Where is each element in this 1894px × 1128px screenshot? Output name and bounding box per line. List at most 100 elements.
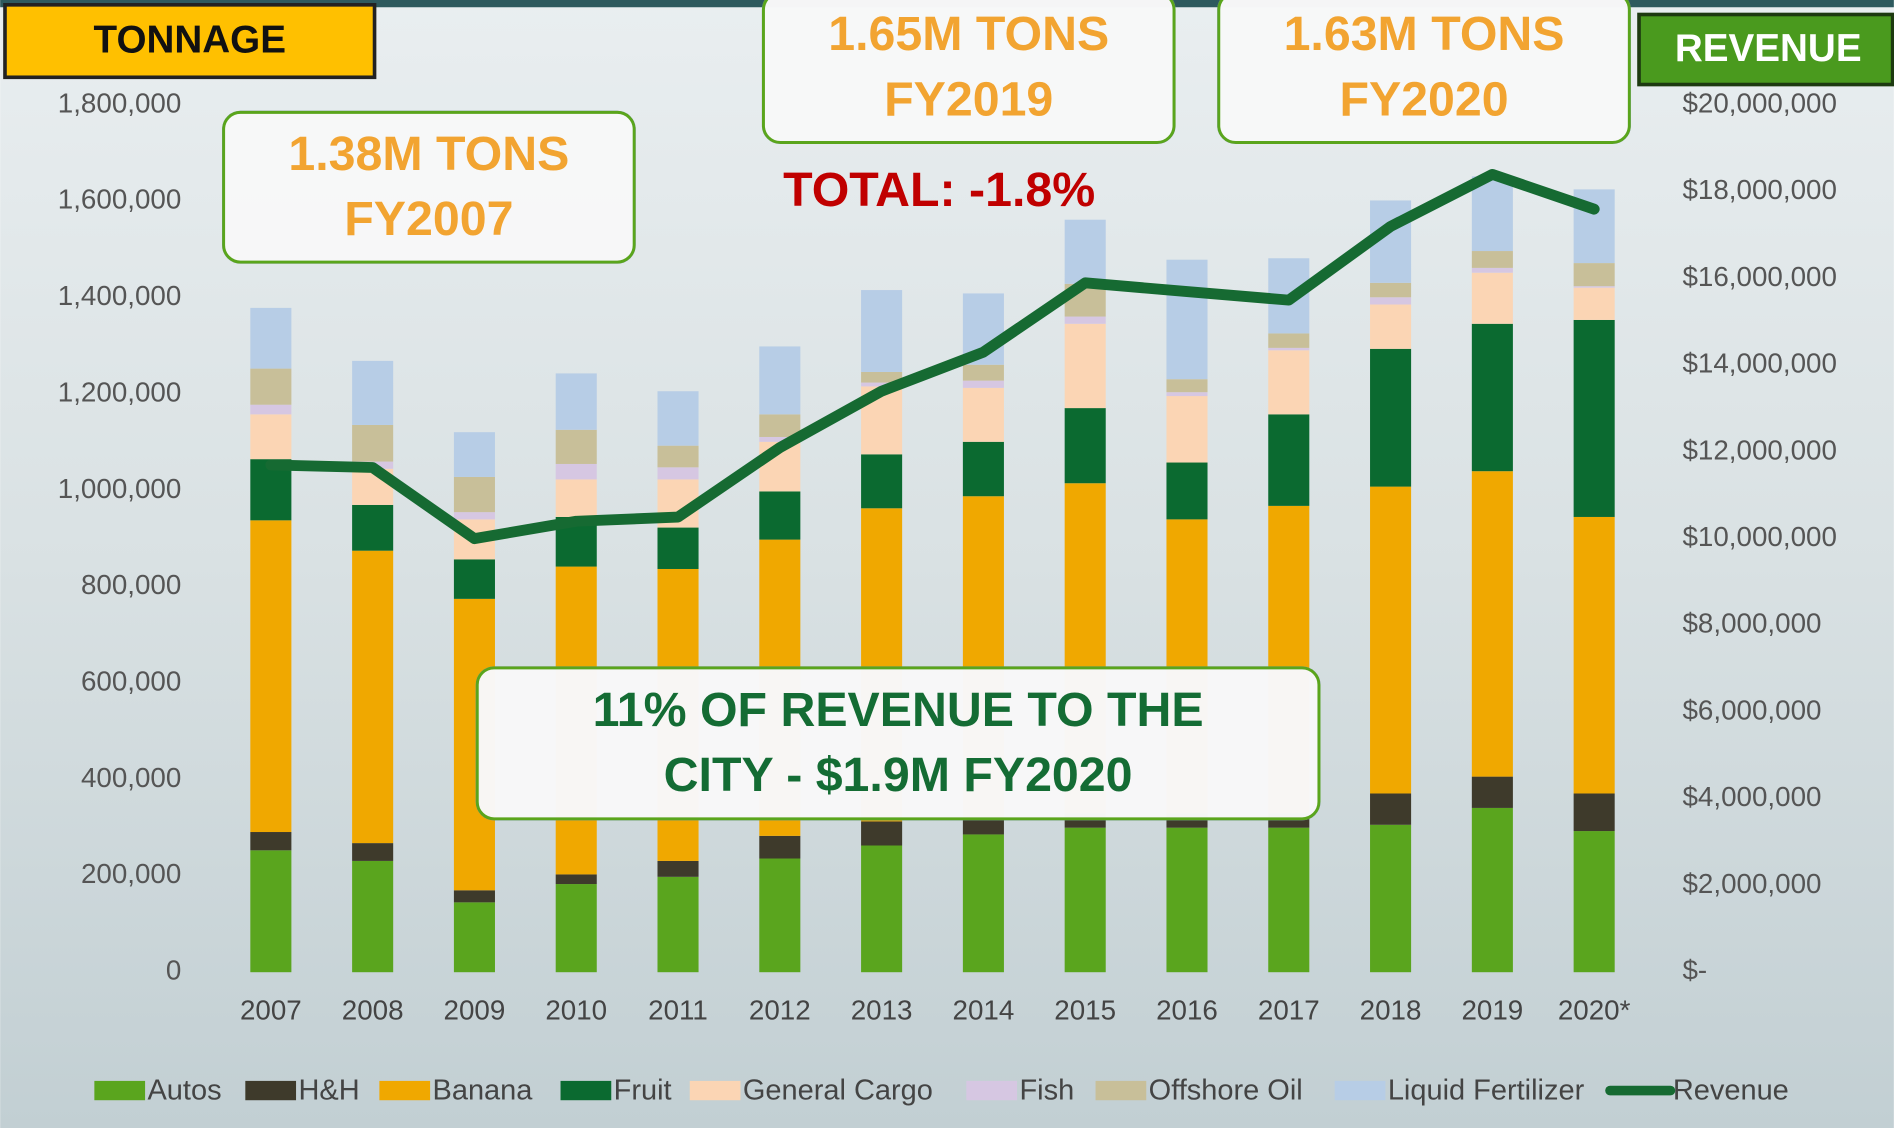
- bar-segment: [555, 874, 597, 885]
- bar-segment: [1064, 827, 1106, 973]
- legend-label: Offshore Oil: [1149, 1074, 1303, 1106]
- bar-segment: [1573, 831, 1615, 973]
- bar-segment: [962, 364, 1004, 381]
- bar-segment: [1471, 807, 1513, 973]
- bar-segment: [657, 467, 699, 480]
- bar-segment: [1471, 471, 1513, 777]
- y-axis-label: TONNAGE: [94, 18, 286, 61]
- bar-segment: [250, 832, 292, 851]
- bar-segment: [250, 404, 292, 415]
- bar-segment: [1370, 824, 1412, 973]
- legend-swatch: [689, 1080, 741, 1101]
- bar-segment: [1370, 486, 1412, 794]
- y2-tick-label: $4,000,000: [1682, 781, 1821, 812]
- revenue-line: [265, 168, 1600, 545]
- bar-segment: [352, 504, 394, 551]
- y-tick-label: 0: [166, 955, 181, 986]
- y-tick-label: 1,400,000: [58, 280, 182, 311]
- bar-segment: [1573, 516, 1615, 794]
- bar-segment: [453, 559, 495, 599]
- bar-segment: [1370, 793, 1412, 825]
- y2-tick-label: $8,000,000: [1682, 608, 1821, 639]
- bar-segment: [250, 520, 292, 833]
- y-label-box: [3, 3, 377, 80]
- bar-segment: [1471, 323, 1513, 472]
- y-tick-label: 1,600,000: [58, 184, 182, 215]
- bar-segment: [1471, 272, 1513, 324]
- y-tick-label: 1,800,000: [58, 87, 182, 118]
- y-tick-label: 1,000,000: [58, 473, 182, 504]
- bar-segment: [1573, 793, 1615, 832]
- y2-tick-label: $12,000,000: [1682, 434, 1836, 465]
- y2-tick-label: $10,000,000: [1682, 521, 1836, 552]
- callout-text: FY2020: [1339, 72, 1508, 126]
- bar-segment: [1573, 319, 1615, 517]
- x-tick-label: 2007: [240, 994, 302, 1025]
- x-tick-label: 2013: [851, 994, 913, 1025]
- bar-segment: [1471, 251, 1513, 268]
- bar-segment: [453, 432, 495, 477]
- bar-segment: [1370, 348, 1412, 487]
- bar-segment: [453, 512, 495, 520]
- x-tick-label: 2015: [1054, 994, 1116, 1025]
- bar-segment: [861, 371, 903, 383]
- x-tick-label: 2010: [545, 994, 607, 1025]
- bar-segment: [352, 843, 394, 861]
- bar-segment: [1166, 827, 1208, 973]
- callout-text: 11% OF REVENUE TO THE: [593, 683, 1204, 737]
- bar-segment: [1268, 350, 1310, 415]
- y2-tick-label: $14,000,000: [1682, 348, 1836, 379]
- callout-box: [475, 666, 1321, 821]
- bar-segment: [1471, 267, 1513, 273]
- legend-label: General Cargo: [743, 1074, 933, 1106]
- y-tick-label: 200,000: [81, 858, 181, 889]
- bar-segment: [962, 819, 1004, 835]
- bar-segment: [1064, 408, 1106, 484]
- callout-text: CITY - $1.9M FY2020: [664, 748, 1133, 802]
- bar-segment: [352, 550, 394, 844]
- bar-segment: [453, 890, 495, 903]
- bar-segment: [1268, 347, 1310, 351]
- bar-segment: [1471, 776, 1513, 808]
- annotations: 1.38M TONS FY2007 1.65M TONS FY2019 1.63M TO…: [222, 0, 1631, 821]
- bar-segment: [1166, 396, 1208, 463]
- bar-segment: [250, 307, 292, 369]
- x-tick-label: 2008: [342, 994, 404, 1025]
- y-tick-label: 800,000: [81, 569, 181, 600]
- legend-swatch: [1095, 1080, 1147, 1101]
- callout-text: 1.65M TONS: [828, 7, 1109, 61]
- bar-segment: [1064, 323, 1106, 409]
- bar-segment: [861, 382, 903, 387]
- bar-segment: [657, 391, 699, 446]
- y2-tick-label: $6,000,000: [1682, 694, 1821, 725]
- bar-segment: [352, 860, 394, 973]
- y-tick-label: 1,200,000: [58, 376, 182, 407]
- bar-segment: [657, 876, 699, 973]
- y2-label-box: [1637, 12, 1894, 87]
- bar-segment: [250, 850, 292, 973]
- x-tick-label: 2020*: [1558, 994, 1631, 1025]
- y2-tick-label: $18,000,000: [1682, 174, 1836, 205]
- x-tick-label: 2009: [444, 994, 506, 1025]
- legend: Autos H&H Banana Fruit General Cargo Fish Offs…: [94, 1074, 1789, 1106]
- legend-label: Revenue: [1673, 1074, 1789, 1106]
- callout-box: [761, 0, 1176, 145]
- y2-tick-label: $16,000,000: [1682, 261, 1836, 292]
- bar-segment: [861, 454, 903, 509]
- legend-swatch: [379, 1080, 431, 1101]
- bar-segment: [1471, 176, 1513, 252]
- bar-segment: [861, 845, 903, 973]
- callout-text: 1.63M TONS: [1284, 7, 1565, 61]
- bar-segment: [1370, 282, 1412, 298]
- bar-segment: [1268, 414, 1310, 506]
- y2-tick-label: $-: [1682, 955, 1707, 986]
- bar-segment: [555, 479, 597, 517]
- bar-segment: [759, 835, 801, 859]
- bar-segment: [555, 463, 597, 480]
- bar-segment: [657, 527, 699, 569]
- bar-segment: [1064, 219, 1106, 284]
- bar-segment: [962, 380, 1004, 388]
- bar-segment: [759, 346, 801, 415]
- callout-text: FY2007: [344, 192, 513, 246]
- bar-segment: [657, 445, 699, 468]
